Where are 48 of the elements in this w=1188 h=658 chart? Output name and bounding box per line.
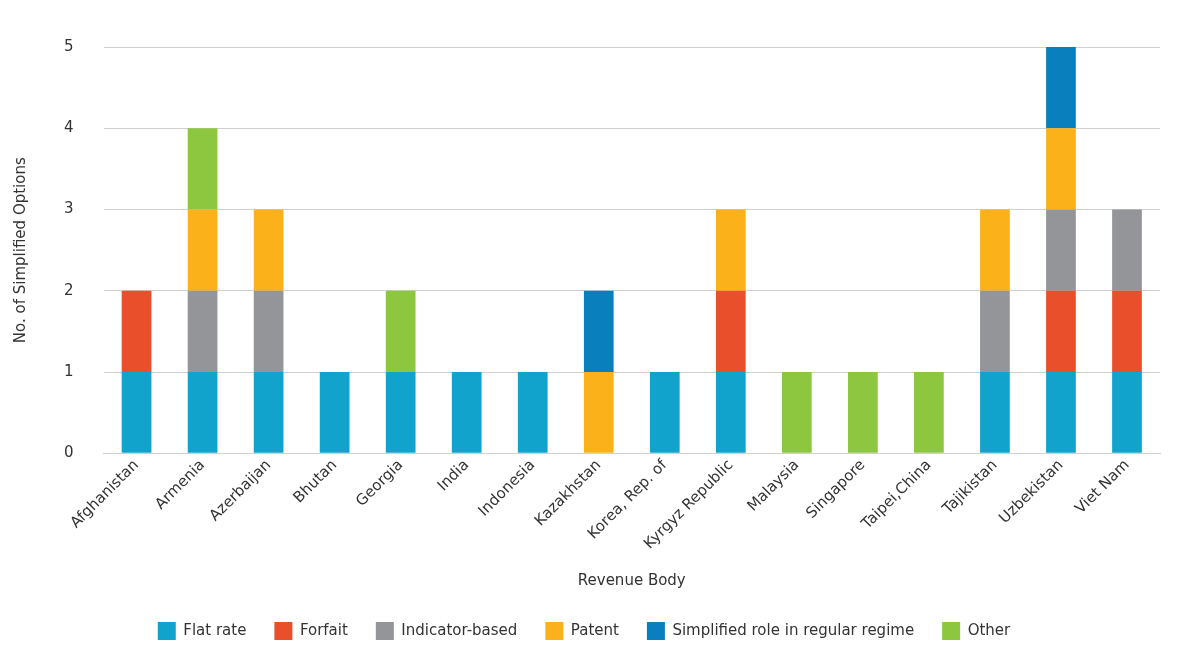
bar [848,372,878,453]
y-axis-title: No. of Simplified Options [10,157,29,344]
bar [583,290,614,373]
x-axis-title: Revenue Body [577,570,686,589]
bar [385,290,416,373]
bar [187,290,218,373]
legend-label: Other [967,620,1012,639]
bar [187,372,218,453]
bar [319,372,350,453]
bar [980,209,1010,291]
bar [715,372,746,453]
bar [1046,290,1076,373]
y-tick-label: 3 [64,199,74,218]
bar [715,209,746,291]
bar [253,209,284,291]
bar [121,290,152,373]
bar [914,372,944,453]
bar [517,372,548,453]
bar [781,372,812,453]
bar [1112,290,1142,373]
bar [187,209,218,291]
y-tick-label: 0 [64,443,74,462]
bar [1046,372,1076,453]
y-tick-label: 1 [64,361,74,380]
bar [1046,209,1076,291]
bar [980,290,1010,373]
legend-label: Flat rate [183,620,247,639]
legend-label: Forfait [299,620,348,639]
bar [1046,128,1076,210]
bar [385,372,416,453]
bar [121,372,152,453]
legend-label: Patent [570,620,620,639]
y-tick-label: 4 [64,118,74,137]
bar [187,128,218,210]
bar [980,372,1010,453]
bar [253,290,284,373]
bar [1112,209,1142,291]
legend-label: Simplified role in regular regime [672,620,915,639]
bar [649,372,680,453]
bar [253,372,284,453]
bar [583,372,614,453]
bar [715,290,746,373]
bar [1046,47,1076,129]
legend-label: Indicator-based [401,620,518,639]
y-tick-label: 5 [64,36,74,55]
y-tick-label: 2 [64,280,74,299]
bar [451,372,482,453]
bar [1112,372,1142,453]
